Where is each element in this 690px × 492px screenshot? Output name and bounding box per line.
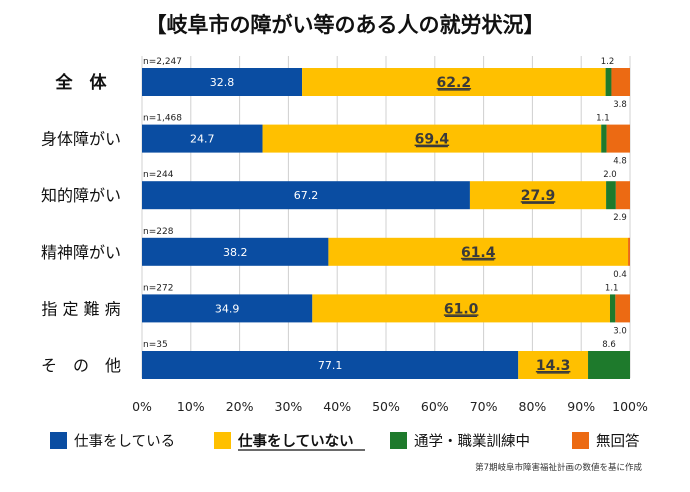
legend-swatch xyxy=(390,432,407,449)
data-label: 34.9 xyxy=(215,302,240,315)
gridlines xyxy=(141,56,631,378)
data-label-small: 4.8 xyxy=(613,157,627,167)
data-label-small: 1.1 xyxy=(605,283,619,293)
bar-segment xyxy=(628,237,630,266)
sample-size-label: n=244 xyxy=(143,170,174,180)
data-label-small: 1.1 xyxy=(596,114,610,124)
data-label: 24.7 xyxy=(190,133,215,146)
bar-segment xyxy=(328,237,629,266)
bar-segment xyxy=(312,294,610,323)
data-label-emphasis: 62.2 xyxy=(437,75,472,91)
data-label-emphasis: 61.4 xyxy=(461,245,496,261)
data-label: 32.8 xyxy=(210,76,235,89)
bar-segment xyxy=(615,294,630,323)
sample-size-label: n=228 xyxy=(143,227,174,237)
x-tick-label: 80% xyxy=(519,399,547,414)
bar-segment xyxy=(606,124,630,153)
data-label-emphasis: 14.3 xyxy=(536,358,571,374)
data-label: 67.2 xyxy=(294,189,319,202)
x-tick-label: 90% xyxy=(567,399,595,414)
x-tick-label: 10% xyxy=(177,399,205,414)
legend-swatch xyxy=(572,432,589,449)
legend-swatch xyxy=(50,432,67,449)
sample-size-label: n=35 xyxy=(143,340,168,350)
bar-segment xyxy=(615,181,630,210)
data-label-small: 3.8 xyxy=(613,100,627,110)
category-label: 精神障がい xyxy=(41,243,121,262)
x-tick-label: 60% xyxy=(421,399,449,414)
bar-segment xyxy=(469,181,607,210)
bar-segment xyxy=(142,294,313,323)
legend-label: 仕事をしていない xyxy=(237,432,354,450)
x-tick-label: 50% xyxy=(372,399,400,414)
bar-segment xyxy=(588,351,630,379)
sample-size-label: n=2,247 xyxy=(143,57,182,67)
legend-swatch xyxy=(214,432,231,449)
bar-segment xyxy=(605,68,612,96)
data-label-emphasis: 61.0 xyxy=(444,301,479,317)
bar-segment xyxy=(142,237,329,266)
bar-segment xyxy=(262,124,602,153)
category-label: 全 体 xyxy=(55,72,108,93)
data-label: 77.1 xyxy=(318,359,343,372)
bar-segment xyxy=(609,294,616,323)
source-note: 第7期岐阜市障害福祉計画の数値を基に作成 xyxy=(475,462,642,473)
x-tick-label: 40% xyxy=(323,399,351,414)
category-label: 知的障がい xyxy=(41,186,121,205)
chart-title: 【岐阜市の障がい等のある人の就労状況】 xyxy=(146,13,545,37)
data-label-small: 8.6 xyxy=(602,340,616,350)
bar-segment xyxy=(611,68,630,96)
data-label-small: 2.0 xyxy=(603,170,617,180)
category-label: 身体障がい xyxy=(41,130,121,149)
x-tick-label: 0% xyxy=(132,399,152,414)
bar-segment xyxy=(142,181,470,210)
bar-segment xyxy=(142,68,303,96)
sample-size-label: n=1,468 xyxy=(143,114,182,124)
data-label: 38.2 xyxy=(223,246,248,259)
bar-segment xyxy=(518,351,589,379)
bar-segment xyxy=(302,68,606,96)
x-tick-label: 20% xyxy=(226,399,254,414)
category-label: 指 定 難 病 xyxy=(41,299,120,318)
data-label-emphasis: 69.4 xyxy=(415,132,450,148)
x-tick-label: 70% xyxy=(470,399,498,414)
data-label-emphasis: 27.9 xyxy=(521,188,556,204)
data-label-small: 0.4 xyxy=(613,270,627,280)
legend: 仕事をしている 仕事をしていない 通学・職業訓練中 無回答 xyxy=(50,432,640,451)
bar-segment xyxy=(142,124,263,153)
sample-size-label: n=272 xyxy=(143,283,173,293)
legend-label: 無回答 xyxy=(596,433,640,450)
x-tick-label: 100% xyxy=(612,399,648,414)
bar-segment xyxy=(601,124,607,153)
data-label-small: 2.9 xyxy=(613,213,627,223)
data-label-small: 1.2 xyxy=(601,57,615,67)
bar-segment xyxy=(142,351,519,379)
category-labels: 全 体 n=2,247 身体障がい n=1,468 知的障がい n=244 精神障がい n=2… xyxy=(41,57,182,375)
x-axis-ticks: 0% 10% 20% 30% 40% 50% 60% 70% 80% 90% 100% xyxy=(132,399,648,414)
legend-label: 仕事をしている xyxy=(74,433,175,450)
data-label-small: 3.0 xyxy=(613,326,627,336)
category-label: そ の 他 xyxy=(41,356,121,375)
bar-segment xyxy=(606,181,616,210)
x-tick-label: 30% xyxy=(275,399,303,414)
bars: 32.8 62.2 1.2 3.8 24.7 69.4 1.1 4.8 67.2 27.9 2.0 2… xyxy=(142,57,630,379)
legend-label: 通学・職業訓練中 xyxy=(414,433,530,450)
